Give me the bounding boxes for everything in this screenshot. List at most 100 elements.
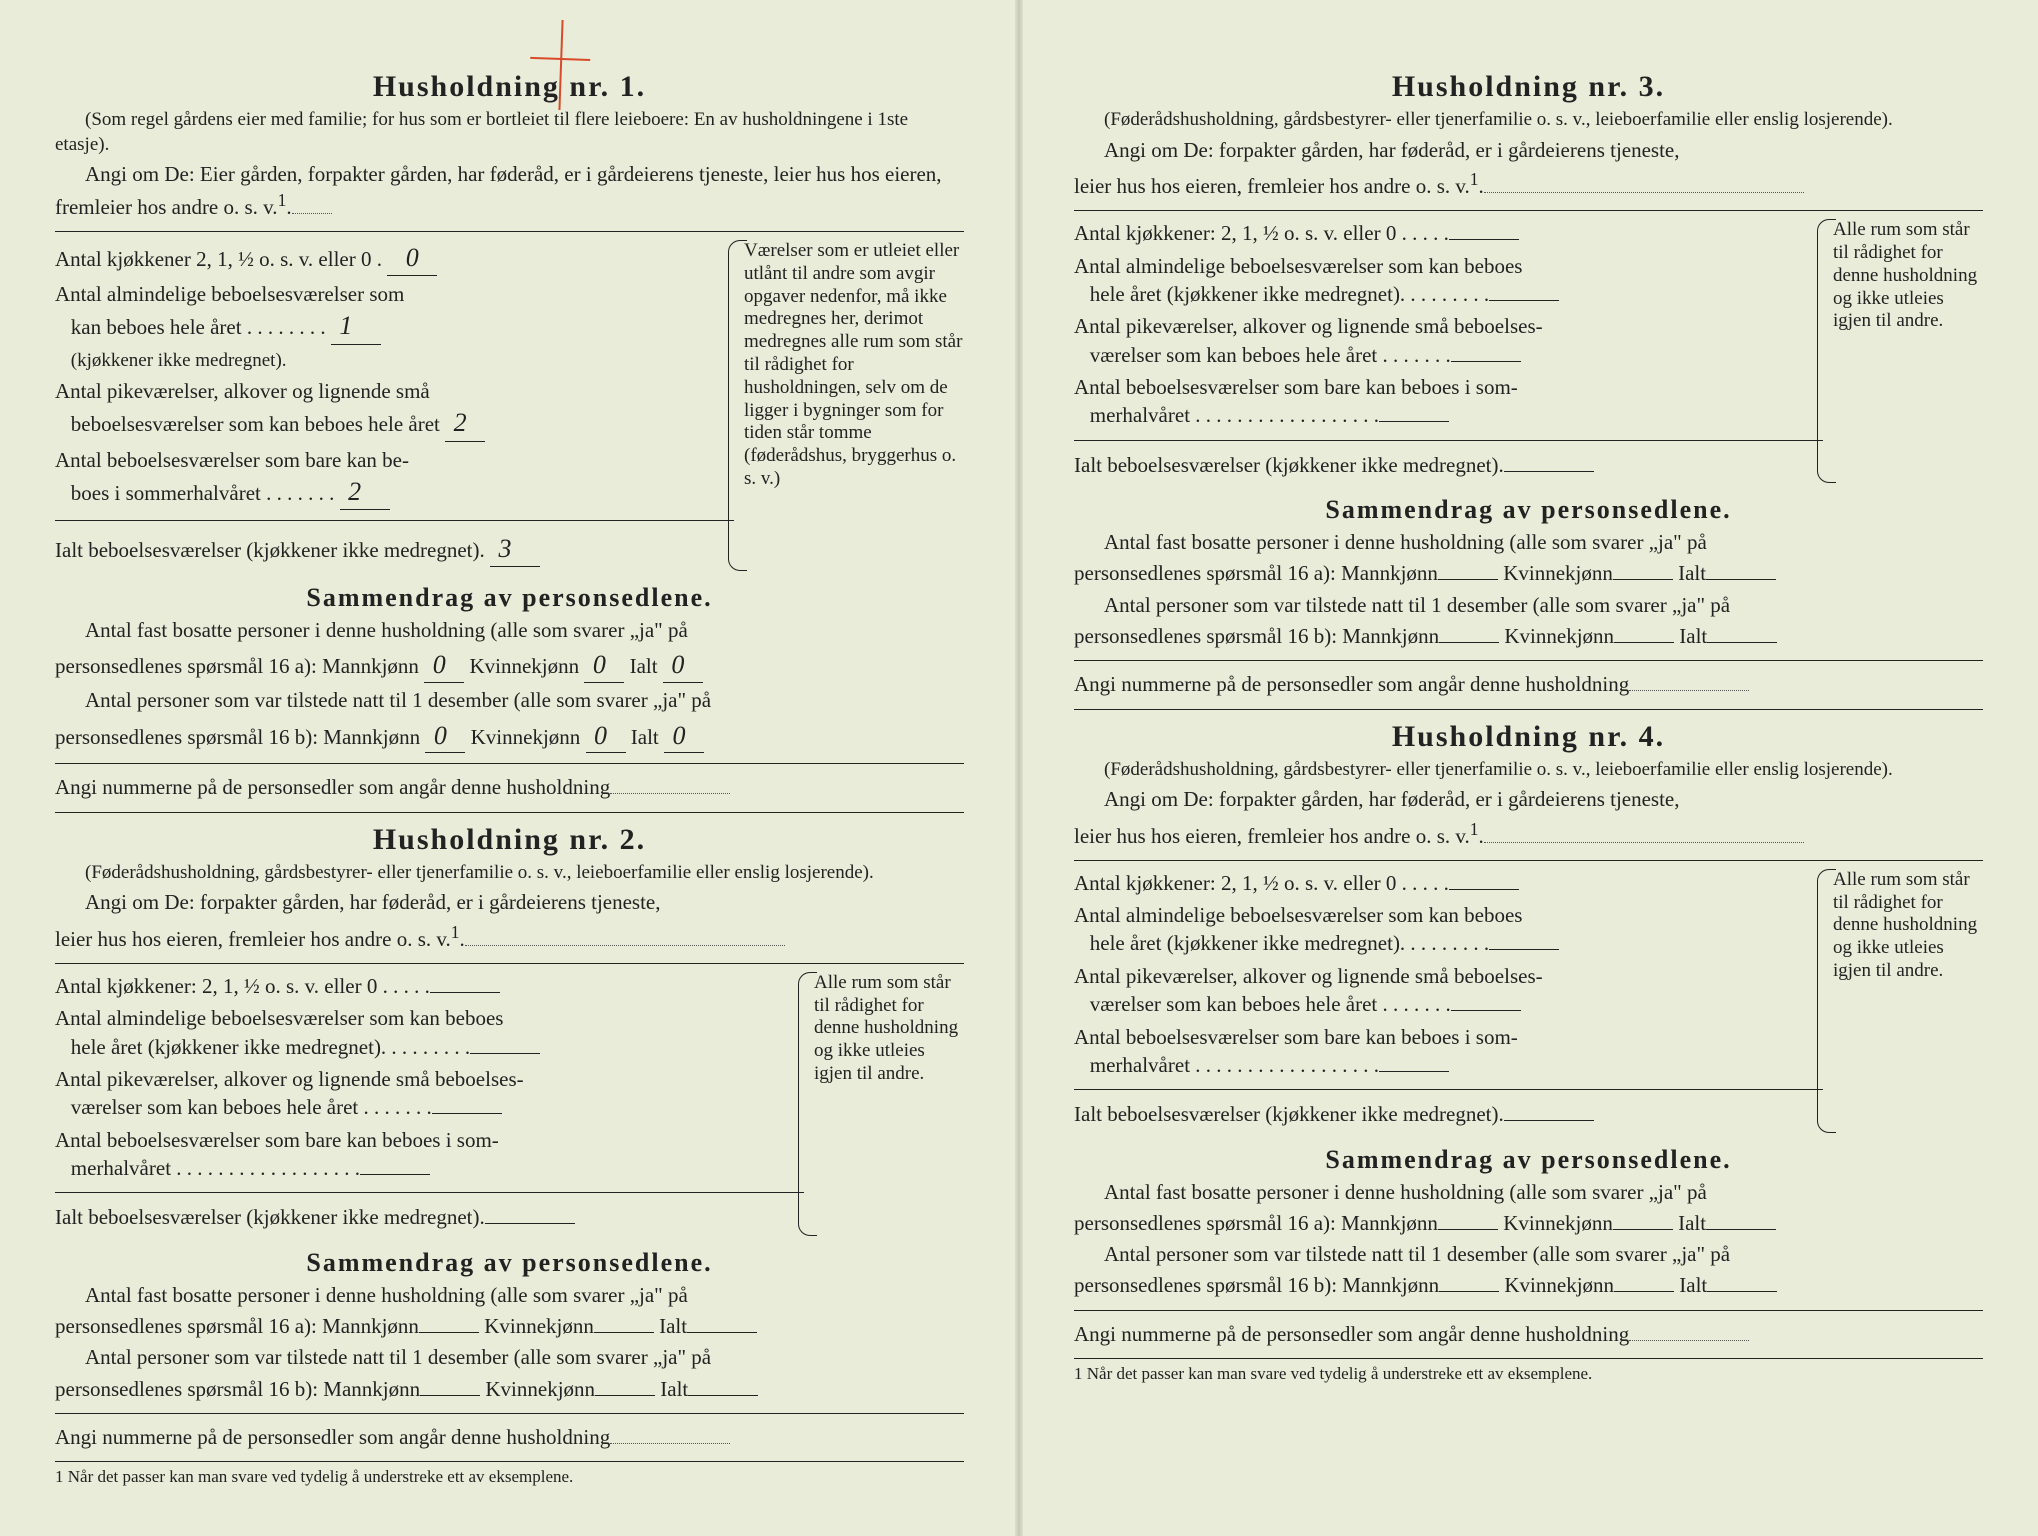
h2-par1: (Føderådshusholdning, gårdsbestyrer- ell… <box>55 861 964 886</box>
h2-rooms-note: Alle rum som står til rådighet for denne… <box>804 972 964 1236</box>
h3-s3: Angi nummerne på de personsedler som ang… <box>1074 671 1983 698</box>
left-page: Husholdning nr. 1. (Som regel gårdens ei… <box>0 0 1019 1536</box>
h1-s1-k: 0 <box>584 648 614 682</box>
h2-sup: 1 <box>451 922 460 942</box>
h3-s2b-pre: personsedlenes spørsmål 16 b): Mannkjønn <box>1074 624 1439 648</box>
h3-r2b: hele året (kjøkkener ikke medregnet). . … <box>1090 282 1489 306</box>
h2-r5-label: Ialt beboelsesværelser (kjøkkener ikke m… <box>55 1205 485 1229</box>
h2-r2b: hele året (kjøkkener ikke medregnet). . … <box>71 1035 470 1059</box>
h1-par2-text: Angi om De: Eier gården, forpakter gårde… <box>55 162 942 218</box>
h4-s1b: personsedlenes spørsmål 16 a): Mannkjønn… <box>1074 1210 1983 1237</box>
h4-r5-label: Ialt beboelsesværelser (kjøkkener ikke m… <box>1074 1102 1504 1126</box>
h1-sup: 1 <box>278 190 287 210</box>
h3-s2a: Antal personer som var tilstede natt til… <box>1074 592 1983 619</box>
h4-r1: Antal kjøkkener: 2, 1, ½ o. s. v. eller … <box>1074 869 1823 897</box>
h3-r4a: Antal beboelsesværelser som bare kan beb… <box>1074 375 1518 399</box>
h3-r2a: Antal almindelige beboelsesværelser som … <box>1074 254 1522 278</box>
h4-rooms-left: Antal kjøkkener: 2, 1, ½ o. s. v. eller … <box>1074 869 1823 1133</box>
h4-rooms-block: Antal kjøkkener: 2, 1, ½ o. s. v. eller … <box>1074 860 1983 1133</box>
h2-summary-title: Sammendrag av personsedlene. <box>55 1248 964 1278</box>
h2-rooms-block: Antal kjøkkener: 2, 1, ½ o. s. v. eller … <box>55 963 964 1236</box>
h2-r4: Antal beboelsesværelser som bare kan beb… <box>55 1126 804 1183</box>
right-footnote: 1 Når det passer kan man svare ved tydel… <box>1074 1358 1983 1385</box>
h1-r5-label: Ialt beboelsesværelser (kjøkkener ikke m… <box>55 538 485 562</box>
h1-s1-k-label: Kvinnekjønn <box>469 654 579 678</box>
h4-par1: (Føderådshusholdning, gårdsbestyrer- ell… <box>1074 758 1983 783</box>
h3-r2: Antal almindelige beboelsesværelser som … <box>1074 252 1823 309</box>
h2-rooms-left: Antal kjøkkener: 2, 1, ½ o. s. v. eller … <box>55 972 804 1236</box>
h2-par2b: leier hus hos eieren, fremleier hos andr… <box>55 921 964 953</box>
h4-par2b: leier hus hos eieren, fremleier hos andr… <box>1074 818 1983 850</box>
h3-r3a: Antal pikeværelser, alkover og lignende … <box>1074 314 1543 338</box>
h1-r4-val: 2 <box>340 474 370 509</box>
h3-par2b-text: leier hus hos eieren, fremleier hos andr… <box>1074 174 1470 198</box>
h1-r5: Ialt beboelsesværelser (kjøkkener ikke m… <box>55 531 734 567</box>
h4-r4a: Antal beboelsesværelser som bare kan beb… <box>1074 1025 1518 1049</box>
h2-r1-label: Antal kjøkkener: 2, 1, ½ o. s. v. eller … <box>55 974 430 998</box>
h2-par2b-text: leier hus hos eieren, fremleier hos andr… <box>55 927 451 951</box>
h1-s1-i-label: Ialt <box>630 654 658 678</box>
h2-s2-k-label: Kvinnekjønn <box>485 1377 595 1401</box>
h3-s1b: personsedlenes spørsmål 16 a): Mannkjønn… <box>1074 560 1983 587</box>
h2-r4a: Antal beboelsesværelser som bare kan beb… <box>55 1128 499 1152</box>
h3-r1: Antal kjøkkener: 2, 1, ½ o. s. v. eller … <box>1074 219 1823 247</box>
h3-rooms-note-text: Alle rum som står til rådighet for denne… <box>1833 219 1977 331</box>
h4-s2-k-label: Kvinnekjønn <box>1504 1273 1614 1297</box>
h2-r4b: merhalvåret . . . . . . . . . . . . . . … <box>71 1156 360 1180</box>
h4-s1-k-label: Kvinnekjønn <box>1503 1211 1613 1235</box>
h3-rooms-block: Antal kjøkkener: 2, 1, ½ o. s. v. eller … <box>1074 210 1983 483</box>
h3-s1b-pre: personsedlenes spørsmål 16 a): Mannkjønn <box>1074 561 1438 585</box>
h3-s2-i-label: Ialt <box>1679 624 1707 648</box>
h1-s2b-pre: personsedlenes spørsmål 16 b): Mannkjønn <box>55 725 420 749</box>
h4-par2: Angi om De: forpakter gården, har føderå… <box>1074 786 1983 813</box>
left-footnote: 1 Når det passer kan man svare ved tydel… <box>55 1461 964 1488</box>
h1-s1a: Antal fast bosatte personer i denne hush… <box>55 617 964 644</box>
h4-par2b-text: leier hus hos eieren, fremleier hos andr… <box>1074 824 1470 848</box>
h1-r2-val: 1 <box>331 308 361 343</box>
h1-rooms-block: Antal kjøkkener 2, 1, ½ o. s. v. eller 0… <box>55 231 964 571</box>
h1-r2a: Antal almindelige beboelsesværelser som <box>55 282 404 306</box>
h2-par2: Angi om De: forpakter gården, har føderå… <box>55 889 964 916</box>
h4-r4b: merhalvåret . . . . . . . . . . . . . . … <box>1090 1053 1379 1077</box>
h2-s2b: personsedlenes spørsmål 16 b): Mannkjønn… <box>55 1376 964 1403</box>
h2-s1-i-label: Ialt <box>659 1314 687 1338</box>
h4-s1b-pre: personsedlenes spørsmål 16 a): Mannkjønn <box>1074 1211 1438 1235</box>
h3-rooms-note: Alle rum som står til rådighet for denne… <box>1823 219 1983 483</box>
h4-r2a: Antal almindelige beboelsesværelser som … <box>1074 903 1522 927</box>
h4-r3b: værelser som kan beboes hele året . . . … <box>1090 992 1451 1016</box>
h1-r3: Antal pikeværelser, alkover og lignende … <box>55 377 734 441</box>
h3-r3b: værelser som kan beboes hele året . . . … <box>1090 343 1451 367</box>
h3-title: Husholdning nr. 3. <box>1074 70 1983 104</box>
h4-r2: Antal almindelige beboelsesværelser som … <box>1074 901 1823 958</box>
h4-title: Husholdning nr. 4. <box>1074 720 1983 754</box>
h1-r3b: beboelsesværelser som kan beboes hele år… <box>71 412 440 436</box>
h3-par1: (Føderådshusholdning, gårdsbestyrer- ell… <box>1074 108 1983 133</box>
h1-r5-val: 3 <box>490 531 520 566</box>
h2-r3a: Antal pikeværelser, alkover og lignende … <box>55 1067 524 1091</box>
h2-s2a: Antal personer som var tilstede natt til… <box>55 1344 964 1371</box>
h1-s2-m: 0 <box>425 719 455 753</box>
h4-r2b: hele året (kjøkkener ikke medregnet). . … <box>1090 931 1489 955</box>
h3-r5-label: Ialt beboelsesværelser (kjøkkener ikke m… <box>1074 453 1504 477</box>
h4-r3a: Antal pikeværelser, alkover og lignende … <box>1074 964 1543 988</box>
h3-s2-k-label: Kvinnekjønn <box>1504 624 1614 648</box>
h4-summary-title: Sammendrag av personsedlene. <box>1074 1145 1983 1175</box>
h3-sup: 1 <box>1470 169 1479 189</box>
h1-s3-text: Angi nummerne på de personsedler som ang… <box>55 775 610 799</box>
h4-rooms-note: Alle rum som står til rådighet for denne… <box>1823 869 1983 1133</box>
h2-s2-i-label: Ialt <box>660 1377 688 1401</box>
h1-s2-k: 0 <box>586 719 616 753</box>
h1-r1-label: Antal kjøkkener 2, 1, ½ o. s. v. eller 0… <box>55 247 382 271</box>
right-page: Husholdning nr. 3. (Føderådshusholdning,… <box>1019 0 2038 1536</box>
h3-s3-text: Angi nummerne på de personsedler som ang… <box>1074 672 1629 696</box>
h1-r3a: Antal pikeværelser, alkover og lignende … <box>55 379 430 403</box>
h3-s1-i-label: Ialt <box>1678 561 1706 585</box>
h1-s3: Angi nummerne på de personsedler som ang… <box>55 774 964 801</box>
h1-rooms-left: Antal kjøkkener 2, 1, ½ o. s. v. eller 0… <box>55 240 734 571</box>
h1-s2a: Antal personer som var tilstede natt til… <box>55 687 964 714</box>
h3-par2: Angi om De: forpakter gården, har føderå… <box>1074 137 1983 164</box>
h1-r1: Antal kjøkkener 2, 1, ½ o. s. v. eller 0… <box>55 240 734 276</box>
h1-r2: Antal almindelige beboelsesværelser som … <box>55 280 734 373</box>
h4-r4: Antal beboelsesværelser som bare kan beb… <box>1074 1023 1823 1080</box>
h4-sup: 1 <box>1470 819 1479 839</box>
